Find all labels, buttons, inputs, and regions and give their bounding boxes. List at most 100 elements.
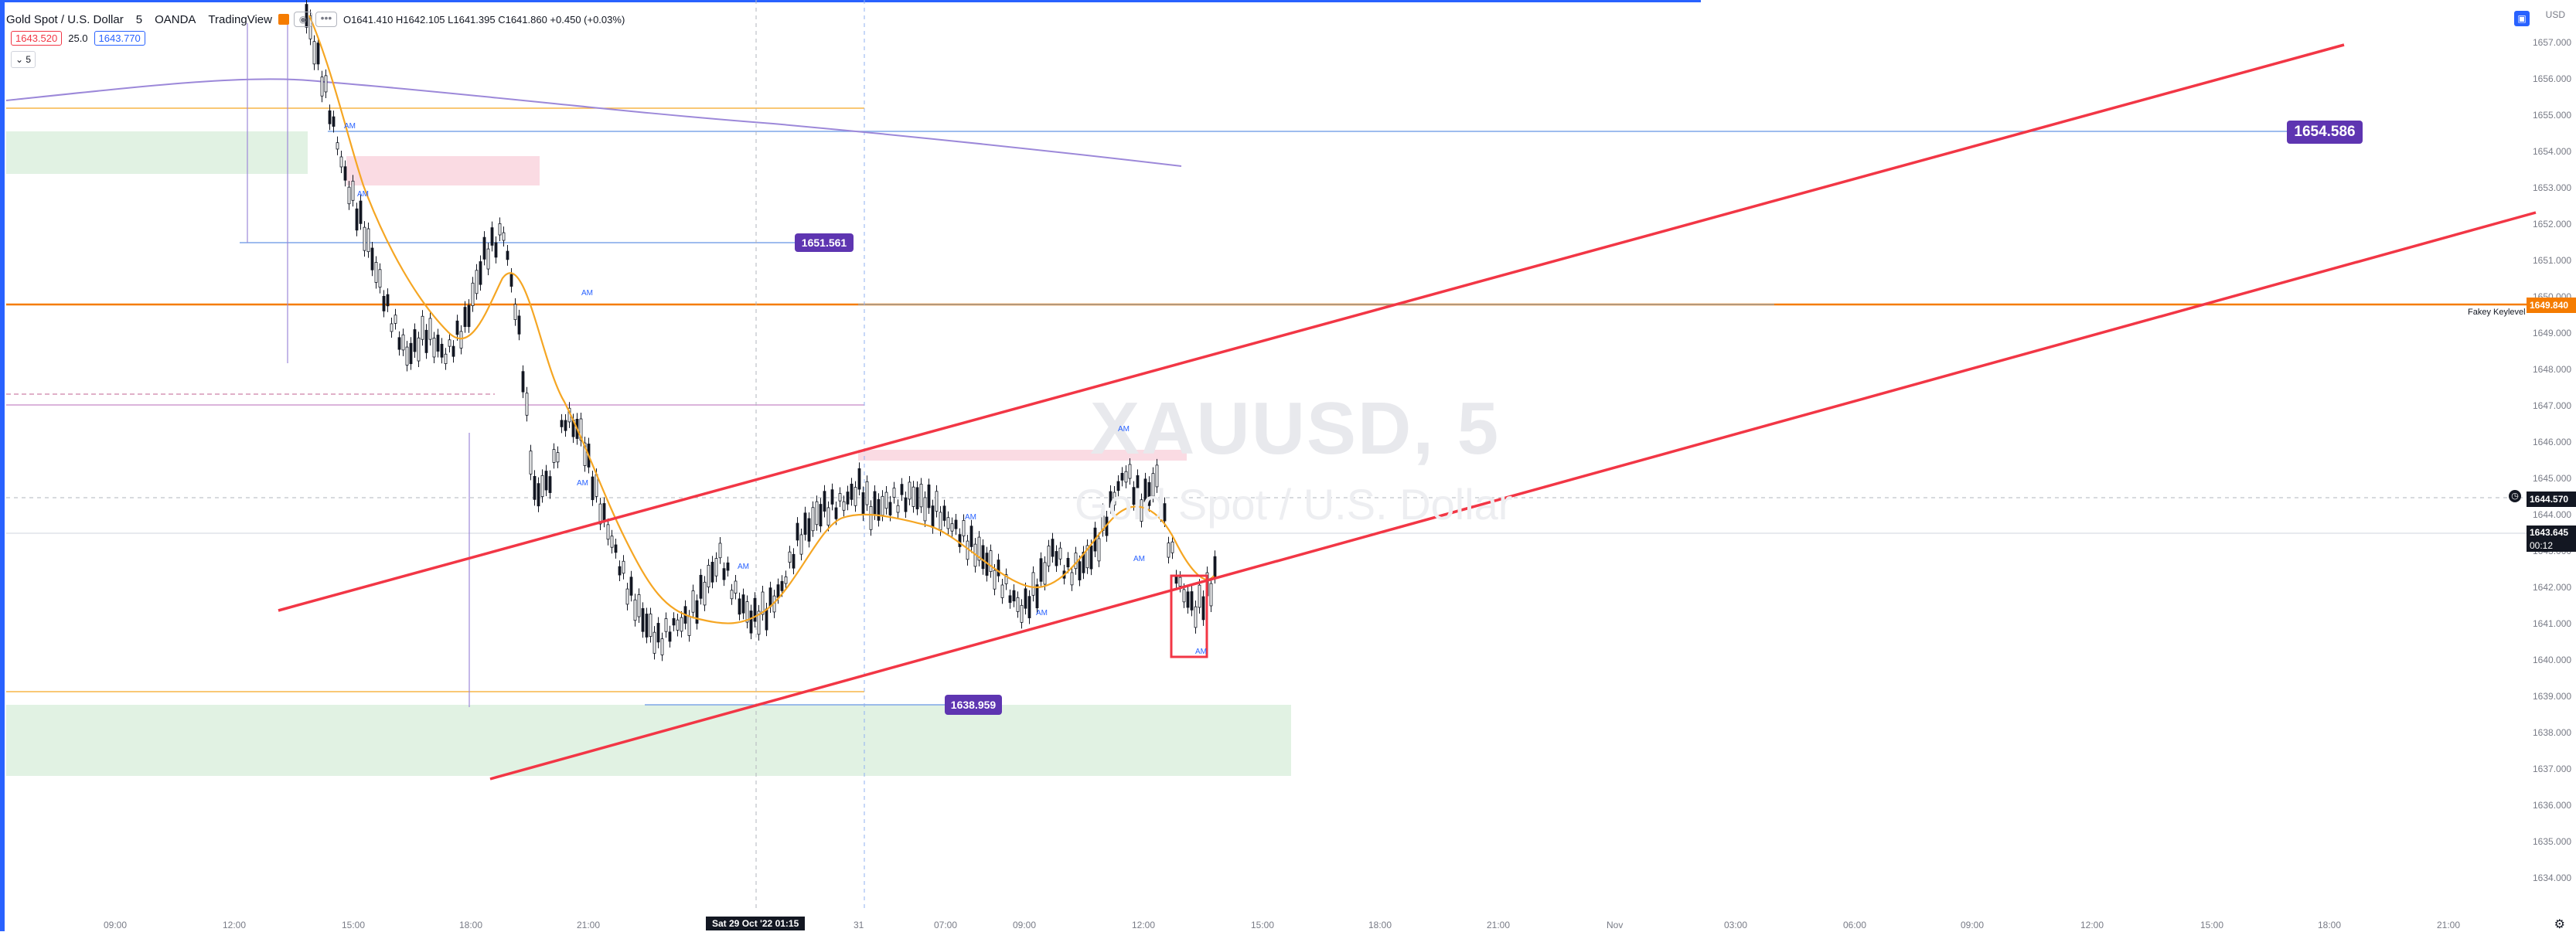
buy-button[interactable]: 1643.770 <box>94 31 145 46</box>
candle <box>370 247 374 270</box>
price-tick: 1653.000 <box>2533 182 2572 193</box>
candle <box>521 371 525 393</box>
candle <box>1004 574 1008 584</box>
badge-1654[interactable]: 1654.586 <box>2287 121 2363 144</box>
candle <box>413 329 417 352</box>
candle <box>1039 558 1043 582</box>
am-marker: AM <box>344 122 356 131</box>
candle <box>382 295 386 311</box>
candle <box>962 520 966 536</box>
candle <box>1109 491 1113 508</box>
candle <box>312 41 316 65</box>
candle <box>664 618 668 632</box>
candle <box>494 242 498 258</box>
watermark-ticker: XAUUSD, 5 <box>1090 387 1501 470</box>
indicator-toggle[interactable]: ⌄ 5 <box>11 51 36 68</box>
candle <box>865 481 869 505</box>
price-tick: 1656.000 <box>2533 73 2572 84</box>
currency-label[interactable]: USD <box>2545 9 2565 20</box>
candle <box>931 505 935 529</box>
candle <box>838 493 842 502</box>
candle <box>815 501 819 526</box>
candle <box>316 43 320 65</box>
candle <box>1051 539 1055 557</box>
candle <box>359 200 363 224</box>
candle <box>1163 503 1167 522</box>
candle <box>401 334 405 351</box>
candle <box>622 560 625 574</box>
layout-icon[interactable]: ▣ <box>2514 11 2530 26</box>
keylevel-label: Fakey Keylevel <box>2468 308 2526 317</box>
eye-icon[interactable]: ◉ <box>293 12 312 27</box>
candle <box>842 501 846 511</box>
time-tick: 06:00 <box>1843 920 1867 930</box>
candle <box>343 166 347 181</box>
sell-button[interactable]: 1643.520 <box>11 31 63 46</box>
candle <box>749 611 753 634</box>
candle <box>440 343 444 358</box>
candle <box>869 505 873 530</box>
candle <box>699 574 703 599</box>
candle <box>734 580 738 594</box>
candle <box>409 342 413 365</box>
candle <box>915 487 919 510</box>
price-tick: 1637.000 <box>2533 764 2572 774</box>
candle <box>668 631 672 642</box>
candle <box>448 339 451 347</box>
axis-dashed-label: 1644.570 <box>2527 492 2576 507</box>
clock-icon[interactable]: ◷ <box>2509 490 2521 502</box>
candle <box>1209 583 1213 607</box>
candle <box>366 228 370 253</box>
candle <box>529 451 533 475</box>
interval-label[interactable]: 5 <box>135 12 143 26</box>
crosshair-time-label: Sat 29 Oct '22 01:15 <box>706 917 806 930</box>
candle <box>1124 471 1128 483</box>
time-tick: 31 <box>854 920 864 930</box>
candle <box>560 420 564 427</box>
candle <box>1128 464 1132 479</box>
candle <box>525 393 529 416</box>
candle <box>788 551 792 563</box>
candle <box>556 452 560 463</box>
candle <box>1074 553 1078 570</box>
candle <box>390 323 394 332</box>
candle <box>1190 591 1194 611</box>
candle <box>811 507 815 532</box>
candle <box>676 619 680 631</box>
price-tick: 1636.000 <box>2533 800 2572 811</box>
symbol-header[interactable]: Gold Spot / U.S. Dollar 5 OANDA TradingV… <box>6 9 625 29</box>
candle <box>881 495 884 515</box>
candle <box>455 320 459 335</box>
price-tick: 1645.000 <box>2533 473 2572 484</box>
symbol-name[interactable]: Gold Spot / U.S. Dollar <box>6 12 124 26</box>
candle <box>355 208 359 231</box>
badge-1651[interactable]: 1651.561 <box>795 233 854 252</box>
candle <box>768 587 772 607</box>
am-marker: AM <box>1036 609 1048 617</box>
candle <box>819 504 823 527</box>
badge-1638[interactable]: 1638.959 <box>945 695 1002 715</box>
candle <box>660 638 664 655</box>
candle <box>1143 478 1147 502</box>
candle <box>1194 606 1198 628</box>
gear-icon[interactable]: ⚙ <box>2554 918 2565 931</box>
candle <box>939 512 942 530</box>
candle <box>923 497 927 522</box>
candle <box>1085 545 1089 569</box>
candle <box>629 577 633 596</box>
more-icon[interactable]: ••• <box>315 12 337 27</box>
candle <box>424 329 428 353</box>
candle <box>877 498 881 521</box>
candle <box>1167 543 1170 558</box>
candle <box>1170 541 1174 553</box>
time-tick: 12:00 <box>223 920 247 930</box>
am-marker: AM <box>577 479 588 488</box>
time-tick: 07:00 <box>934 920 958 930</box>
price-tick: 1639.000 <box>2533 691 2572 702</box>
candle <box>378 269 382 288</box>
candle <box>1000 584 1004 598</box>
candle <box>1020 604 1024 623</box>
candle <box>765 608 768 631</box>
